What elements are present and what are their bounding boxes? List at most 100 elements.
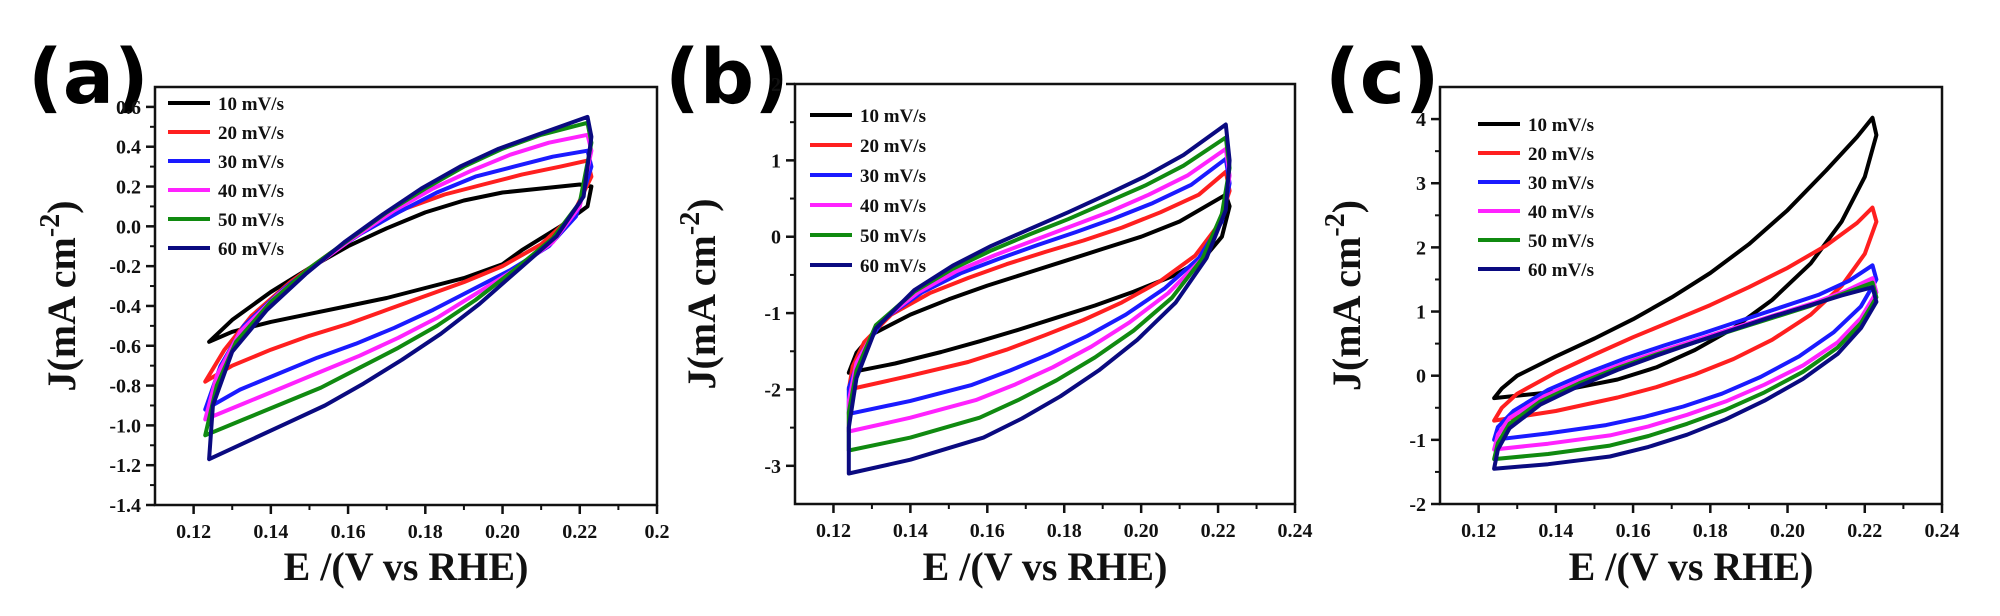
panel-a-y-axis-title: J(mA cm-2) bbox=[35, 200, 84, 391]
y-tick-label: 0.2 bbox=[116, 177, 141, 199]
panel-b-frame bbox=[793, 82, 1297, 506]
y-tick-label: 1 bbox=[1416, 302, 1426, 324]
x-tick-label: 0.20 bbox=[1770, 520, 1805, 542]
x-tick-label: 0.12 bbox=[1461, 520, 1496, 542]
legend-label: 50 mV/s bbox=[860, 226, 926, 247]
y-axis-title: J(mA cm-2) bbox=[675, 198, 724, 389]
panel-c-x-axis-title: E /(V vs RHE) bbox=[1569, 544, 1814, 589]
legend-label: 20 mV/s bbox=[1528, 144, 1594, 165]
y-tick-label: -0.8 bbox=[109, 376, 141, 398]
panel-c-letter: (c) bbox=[1325, 32, 1440, 121]
legend-label: 10 mV/s bbox=[860, 106, 926, 127]
y-axis-title: J(mA cm-2) bbox=[1320, 200, 1369, 391]
panel-b-letter: (b) bbox=[665, 32, 789, 121]
cv-curve-30mVs bbox=[1492, 263, 1879, 442]
cv-curve-60mVs bbox=[207, 114, 594, 462]
x-tick-label: 0.12 bbox=[176, 521, 211, 543]
legend-label: 40 mV/s bbox=[1528, 202, 1594, 223]
y-tick-label: 4 bbox=[1416, 109, 1426, 131]
y-tick-label: 2 bbox=[771, 74, 781, 96]
x-tick-label: 0.20 bbox=[1124, 520, 1159, 542]
x-tick-label: 0.18 bbox=[1693, 520, 1728, 542]
legend-label: 10 mV/s bbox=[1528, 115, 1594, 136]
x-tick-label: 0.24 bbox=[1278, 520, 1313, 542]
legend-label: 60 mV/s bbox=[860, 256, 926, 277]
x-tick-label: 0.22 bbox=[1847, 520, 1882, 542]
panel-a: (a) 0.12 0.14 0.16 0.18 0.20 0.22 0.2 -1.4 -1.2 -… bbox=[28, 32, 670, 589]
legend-label: 30 mV/s bbox=[218, 152, 284, 173]
cv-curve-20mVs bbox=[846, 169, 1232, 392]
cv-curve-20mVs bbox=[1492, 205, 1879, 423]
y-tick-label: 0.0 bbox=[116, 216, 141, 238]
panel-c-frame bbox=[1438, 85, 1944, 506]
legend-label: 60 mV/s bbox=[1528, 260, 1594, 281]
y-tick-label: -2 bbox=[1409, 494, 1426, 516]
panel-a-x-axis-title: E /(V vs RHE) bbox=[284, 544, 529, 589]
legend-label: 10 mV/s bbox=[218, 94, 284, 115]
x-tick-label: 0.12 bbox=[816, 520, 851, 542]
panel-c: (c) 0.12 0.14 0.16 0.18 0.20 0.22 0.24 -2 -1 0 1 2 3… bbox=[1320, 32, 1960, 589]
y-tick-label: -1.0 bbox=[109, 415, 141, 437]
cv-curve-10mVs bbox=[207, 182, 594, 344]
panel-b-series bbox=[846, 122, 1232, 476]
panel-c-y-axis-title: J(mA cm-2) bbox=[1320, 200, 1369, 391]
x-tick-label: 0.16 bbox=[331, 521, 366, 543]
x-tick-label: 0.22 bbox=[562, 521, 597, 543]
x-tick-label: 0.14 bbox=[253, 521, 288, 543]
x-tick-label: 0.18 bbox=[1047, 520, 1082, 542]
cv-curve-40mVs bbox=[1492, 276, 1879, 452]
y-tick-label: 1 bbox=[771, 150, 781, 172]
panel-a-series bbox=[203, 114, 594, 462]
x-tick-label: 0.16 bbox=[970, 520, 1005, 542]
y-tick-label: -2 bbox=[764, 379, 781, 401]
y-tick-label: 2 bbox=[1416, 237, 1426, 259]
legend-label: 60 mV/s bbox=[218, 239, 284, 260]
panel-c-series bbox=[1492, 115, 1879, 471]
cv-curve-60mVs bbox=[846, 122, 1232, 476]
y-tick-label: -0.2 bbox=[109, 256, 141, 278]
y-tick-label: 0 bbox=[1416, 366, 1426, 388]
panel-b-legend: 10 mV/s 20 mV/s 30 mV/s 40 mV/s 50 mV/s 60 mV… bbox=[810, 106, 926, 277]
panel-c-legend: 10 mV/s 20 mV/s 30 mV/s 40 mV/s 50 mV/s 60 mV… bbox=[1478, 115, 1594, 281]
legend-label: 50 mV/s bbox=[218, 210, 284, 231]
legend-label: 30 mV/s bbox=[860, 166, 926, 187]
x-tick-label: 0.14 bbox=[893, 520, 928, 542]
panel-c-ticks: 0.12 0.14 0.16 0.18 0.20 0.22 0.24 -2 -1 0 1 2 3 4 bbox=[1409, 109, 1959, 542]
x-tick-label: 0.2 bbox=[645, 521, 670, 543]
y-tick-label: 0.6 bbox=[116, 97, 141, 119]
y-tick-label: -3 bbox=[764, 456, 781, 478]
cv-curve-60mVs bbox=[1492, 285, 1879, 471]
y-axis-title: J(mA cm-2) bbox=[35, 200, 84, 391]
x-tick-label: 0.20 bbox=[485, 521, 520, 543]
legend-label: 30 mV/s bbox=[1528, 173, 1594, 194]
cv-curve-40mVs bbox=[203, 132, 594, 422]
y-tick-label: -1.2 bbox=[109, 455, 141, 477]
panel-a-frame bbox=[153, 85, 659, 507]
x-tick-label: 0.24 bbox=[1925, 520, 1960, 542]
x-tick-label: 0.14 bbox=[1538, 520, 1573, 542]
panel-b-x-axis-title: E /(V vs RHE) bbox=[923, 544, 1168, 589]
y-tick-label: 0 bbox=[771, 227, 781, 249]
y-tick-label: -0.6 bbox=[109, 336, 141, 358]
legend-label: 40 mV/s bbox=[860, 196, 926, 217]
y-tick-label: -0.4 bbox=[109, 296, 141, 318]
cv-curve-40mVs bbox=[846, 146, 1232, 434]
panel-b-ticks: 0.12 0.14 0.16 0.18 0.20 0.22 0.24 -3 -2 -1 0 1 2 bbox=[764, 74, 1312, 542]
y-tick-label: -1 bbox=[1409, 430, 1426, 452]
legend-label: 50 mV/s bbox=[1528, 231, 1594, 252]
legend-label: 20 mV/s bbox=[860, 136, 926, 157]
y-tick-label: -1 bbox=[764, 303, 781, 325]
x-tick-label: 0.16 bbox=[1616, 520, 1651, 542]
panel-b-y-axis-title: J(mA cm-2) bbox=[675, 198, 724, 389]
x-tick-label: 0.22 bbox=[1201, 520, 1236, 542]
x-tick-label: 0.18 bbox=[408, 521, 443, 543]
panel-a-legend: 10 mV/s 20 mV/s 30 mV/s 40 mV/s 50 mV/s 60 mV… bbox=[168, 94, 284, 260]
panel-a-ticks: 0.12 0.14 0.16 0.18 0.20 0.22 0.2 -1.4 -1.2 -1.0 -… bbox=[109, 97, 669, 543]
y-tick-label: -1.4 bbox=[109, 495, 141, 517]
cv-curve-10mVs bbox=[1492, 115, 1879, 401]
legend-label: 20 mV/s bbox=[218, 123, 284, 144]
y-tick-label: 0.4 bbox=[116, 137, 141, 159]
cv-curve-50mVs bbox=[1492, 280, 1879, 462]
panel-b: (b) 0.12 0.14 0.16 0.18 0.20 0.22 0.24 -3 -2 -1 0 1… bbox=[665, 32, 1313, 589]
